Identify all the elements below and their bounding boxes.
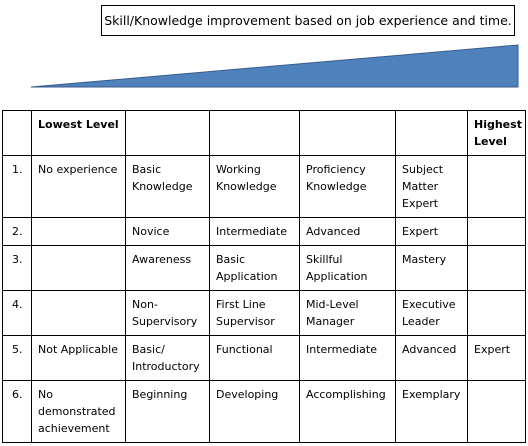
- table-cell: Working Knowledge: [209, 155, 300, 218]
- table-cell: [467, 380, 526, 443]
- table-cell: Mastery: [395, 245, 468, 291]
- table-cell: [467, 155, 526, 218]
- table-cell: Advanced: [299, 217, 396, 246]
- row-number: 2.: [2, 217, 32, 246]
- header-row: Lowest Level Highest Level: [2, 110, 526, 156]
- table-row: 3. Awareness Basic Application Skillful …: [2, 245, 526, 291]
- header-cell: [299, 110, 396, 156]
- header-cell: [209, 110, 300, 156]
- row-number: 6.: [2, 380, 32, 443]
- table-cell: Beginning: [125, 380, 210, 443]
- table-row: 1. No experience Basic Knowledge Working…: [2, 155, 526, 218]
- table-cell: Expert: [395, 217, 468, 246]
- table-row: 4. Non-Supervisory First Line Supervisor…: [2, 290, 526, 336]
- table-cell: [31, 245, 126, 291]
- lowest-level-header: Lowest Level: [31, 110, 126, 156]
- row-number: 5.: [2, 335, 32, 381]
- highest-level-header: Highest Level: [467, 110, 526, 156]
- table-cell: Intermediate: [299, 335, 396, 381]
- table-cell: Not Applicable: [31, 335, 126, 381]
- progression-wedge: [30, 44, 519, 88]
- table-row: 5. Not Applicable Basic/ Introductory Fu…: [2, 335, 526, 381]
- row-number: 3.: [2, 245, 32, 291]
- skill-level-table: Lowest Level Highest Level 1. No experie…: [2, 110, 526, 443]
- table-cell: [467, 217, 526, 246]
- table-cell: Mid-Level Manager: [299, 290, 396, 336]
- table-cell: [467, 245, 526, 291]
- table-cell: Basic Knowledge: [125, 155, 210, 218]
- table-cell: [467, 290, 526, 336]
- table-cell: Accomplishing: [299, 380, 396, 443]
- header-cell: [2, 110, 32, 156]
- table-cell: Awareness: [125, 245, 210, 291]
- table-cell: Subject Matter Expert: [395, 155, 468, 218]
- table-cell: Functional: [209, 335, 300, 381]
- row-number: 4.: [2, 290, 32, 336]
- table-cell: [31, 217, 126, 246]
- table-row: 6. No demonstrated achievement Beginning…: [2, 380, 526, 443]
- table-cell: Exemplary: [395, 380, 468, 443]
- table-cell: Skillful Application: [299, 245, 396, 291]
- table-cell: Non-Supervisory: [125, 290, 210, 336]
- table-cell: First Line Supervisor: [209, 290, 300, 336]
- table-cell: Proficiency Knowledge: [299, 155, 396, 218]
- row-number: 1.: [2, 155, 32, 218]
- header-cell: [125, 110, 210, 156]
- table-cell: Advanced: [395, 335, 468, 381]
- table-cell: Basic Application: [209, 245, 300, 291]
- table-row: 2. Novice Intermediate Advanced Expert: [2, 217, 526, 246]
- table-cell: Intermediate: [209, 217, 300, 246]
- table-cell: No experience: [31, 155, 126, 218]
- table-cell: [31, 290, 126, 336]
- table-cell: Basic/ Introductory: [125, 335, 210, 381]
- header-cell: [395, 110, 468, 156]
- table-cell: Executive Leader: [395, 290, 468, 336]
- table-cell: Developing: [209, 380, 300, 443]
- table-cell: Novice: [125, 217, 210, 246]
- table-cell: No demonstrated achievement: [31, 380, 126, 443]
- diagram-caption: Skill/Knowledge improvement based on job…: [101, 5, 515, 36]
- table-cell: Expert: [467, 335, 526, 381]
